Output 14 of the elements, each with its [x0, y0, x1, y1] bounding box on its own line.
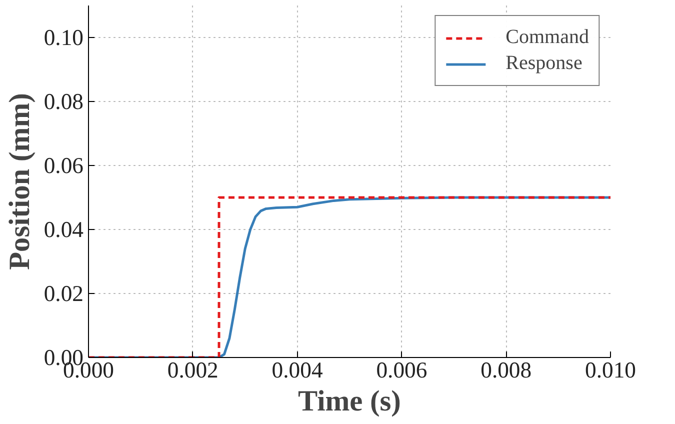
legend-label: Response: [506, 52, 582, 75]
y-tick-label: 0.06: [44, 153, 84, 178]
legend-label: Command: [506, 26, 589, 49]
y-tick-label: 0.10: [44, 25, 84, 50]
x-tick-label: 0.006: [376, 358, 428, 382]
y-tick-label: 0.04: [44, 217, 84, 242]
y-tick-label: 0.08: [44, 89, 84, 114]
y-tick-label: 0.02: [44, 281, 84, 306]
x-tick-label: 0.010: [585, 358, 636, 382]
y-axis-title: Position (mm): [4, 93, 36, 270]
x-tick-label: 0.008: [480, 358, 532, 382]
x-axis-title: Time (s): [298, 386, 401, 418]
x-tick-label: 0.002: [167, 358, 218, 382]
x-tick-label: 0.004: [272, 358, 323, 382]
